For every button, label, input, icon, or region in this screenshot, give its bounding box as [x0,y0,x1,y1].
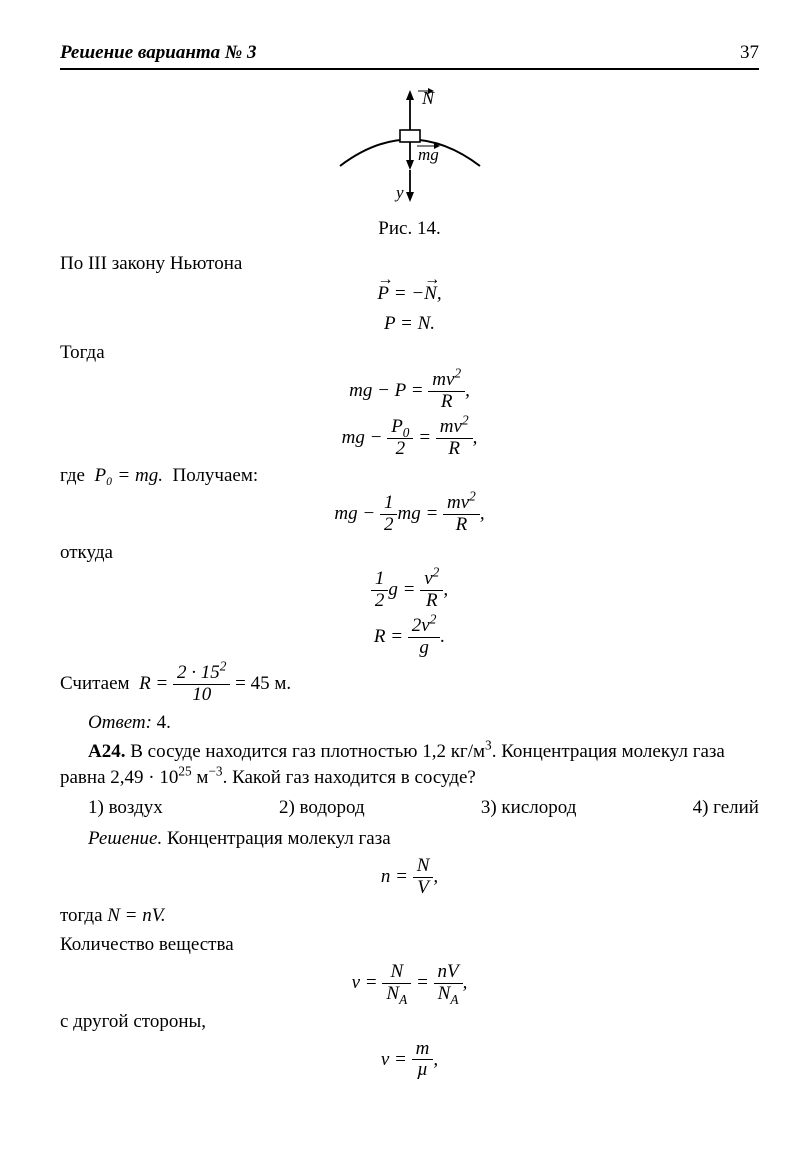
answer-line: Ответ: 4. [60,710,759,736]
vec-n: N [424,281,437,307]
reshenie-line: Решение. Концентрация молекул газа [60,826,759,852]
eq-p-n: P = N. [60,311,759,337]
svg-text:y: y [394,183,404,202]
vec-p: P [377,281,389,307]
text-togda: тогда N = nV. [60,903,759,929]
option-4: 4) гелий [693,795,759,821]
eq-6: 12g = v2R, [60,569,759,612]
eq-p-vec: P = −N, [60,281,759,307]
eq-7: R = 2v2g. [60,616,759,659]
eq-nu1: ν = NNA = nVNA, [60,962,759,1005]
eq-n: n = NV, [60,856,759,899]
problem-a24: А24. В сосуде находится газ плотностью 1… [60,739,759,790]
text-sdrugoi: с другой стороны, [60,1009,759,1035]
eq-5: mg − 12mg = mv2R, [60,493,759,536]
text-kolvo: Количество вещества [60,932,759,958]
figure-svg: N mg y [330,88,490,208]
eq-nu2: ν = mµ, [60,1039,759,1082]
header-title: Решение варианта № 3 [60,40,257,66]
option-2: 2) водород [279,795,365,821]
text-newton3: По III закону Ньютона [60,251,759,277]
page-number: 37 [740,40,759,66]
text-otkuda: откуда [60,540,759,566]
figure-14: N mg y [60,88,759,208]
option-1: 1) воздух [88,795,163,821]
eq-4: mg − P02 = mv2R, [60,417,759,460]
text-where-p0: где P₀ = mg. Получаем: [60,463,759,489]
option-3: 3) кислород [481,795,577,821]
eq-3: mg − P = mv2R, [60,370,759,413]
text-then: Тогда [60,340,759,366]
figure-caption: Рис. 14. [60,216,759,242]
page-header: Решение варианта № 3 37 [60,40,759,70]
answer-options: 1) воздух 2) водород 3) кислород 4) гели… [88,795,759,821]
text-schitaem: Считаем R = 2 · 15210 = 45 м. [60,663,759,706]
